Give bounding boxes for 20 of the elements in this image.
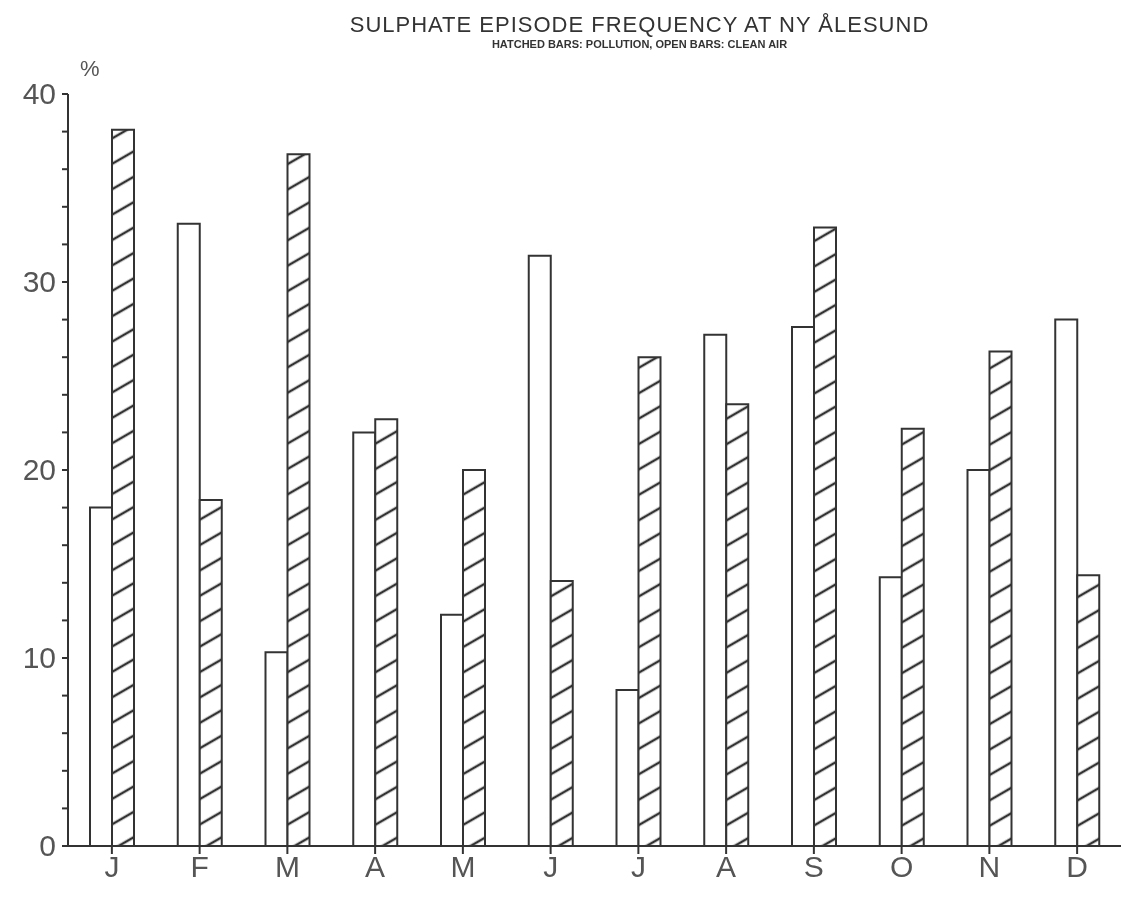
x-tick-label: O	[889, 850, 914, 884]
y-tick-label: 10	[22, 641, 56, 674]
y-tick-label: 40	[22, 77, 56, 110]
chart-subtitle: HATCHED BARS: POLLUTION, OPEN BARS: CLEAN AIR	[490, 38, 789, 50]
x-tick-label: N	[978, 850, 1001, 884]
x-tick-label: M	[274, 850, 300, 884]
x-tick-label: J	[630, 850, 646, 884]
y-tick-label: 20	[22, 453, 56, 486]
x-tick-label: S	[803, 850, 824, 884]
x-tick-label: F	[190, 850, 209, 884]
y-tick-label: 0	[39, 829, 56, 862]
x-tick-label: A	[716, 850, 737, 884]
x-tick-label: M	[450, 850, 476, 884]
y-tick-label: 30	[22, 265, 56, 298]
y-axis-title: %	[80, 56, 100, 82]
chart-title: SULPHATE EPISODE FREQUENCY AT NY ÅLESUND	[348, 12, 931, 38]
x-tick-label: J	[104, 850, 120, 884]
x-tick-label: D	[1066, 850, 1088, 884]
x-tick-label: A	[365, 850, 386, 884]
x-tick-label: J	[543, 850, 559, 884]
